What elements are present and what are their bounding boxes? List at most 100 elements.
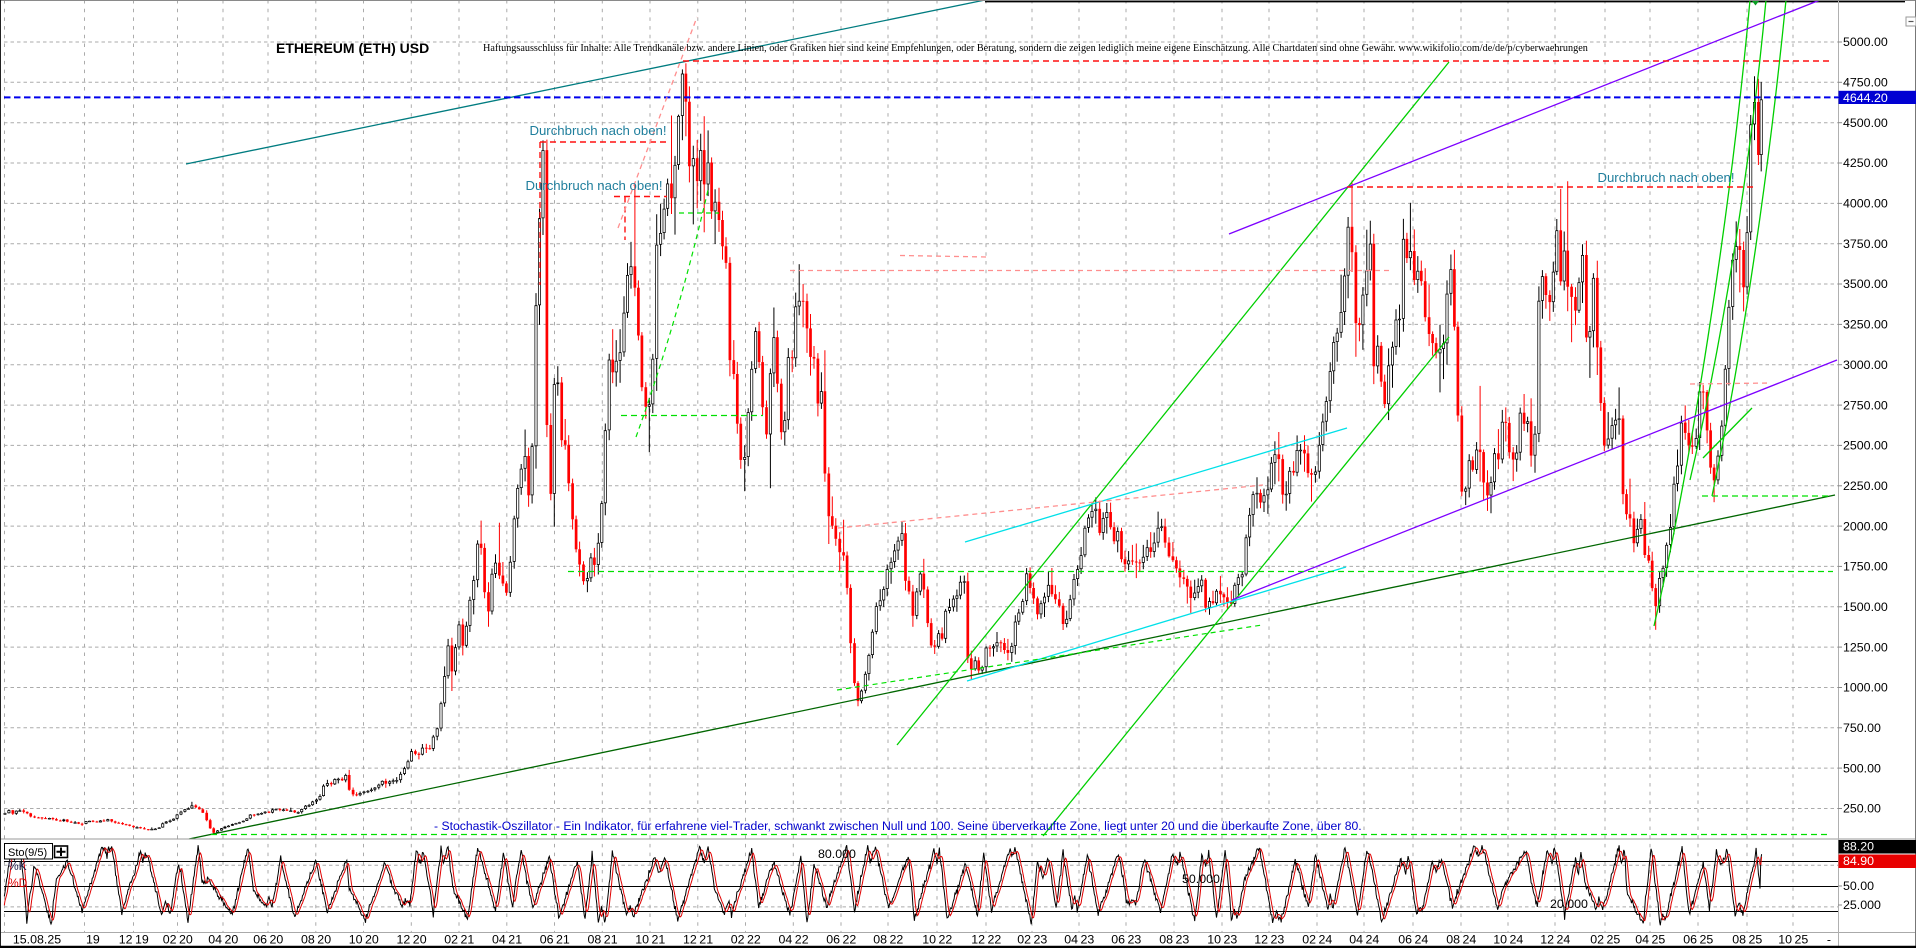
svg-text:20: 20 — [179, 933, 193, 947]
svg-text:10: 10 — [349, 933, 363, 947]
svg-text:%K: %K — [8, 859, 27, 873]
svg-text:Durchbruch nach oben!: Durchbruch nach oben! — [525, 178, 662, 193]
svg-text:3000.00: 3000.00 — [1843, 358, 1888, 372]
svg-text:06: 06 — [540, 933, 554, 947]
svg-text:4644.20: 4644.20 — [1843, 91, 1888, 105]
svg-text:10: 10 — [922, 933, 936, 947]
svg-text:23: 23 — [1128, 933, 1142, 947]
svg-text:4250.00: 4250.00 — [1843, 156, 1888, 170]
svg-text:2500.00: 2500.00 — [1843, 439, 1888, 453]
svg-text:12: 12 — [1254, 933, 1268, 947]
svg-text:23: 23 — [1034, 933, 1048, 947]
svg-text:25: 25 — [1607, 933, 1621, 947]
svg-text:23: 23 — [1176, 933, 1190, 947]
svg-text:1500.00: 1500.00 — [1843, 600, 1888, 614]
svg-text:23: 23 — [1081, 933, 1095, 947]
svg-text:02: 02 — [163, 933, 177, 947]
svg-text:24: 24 — [1557, 933, 1571, 947]
svg-text:10: 10 — [635, 933, 649, 947]
svg-text:20: 20 — [225, 933, 239, 947]
svg-text:02: 02 — [444, 933, 458, 947]
svg-text:21: 21 — [699, 933, 713, 947]
svg-text:06: 06 — [253, 933, 267, 947]
svg-text:25: 25 — [1652, 933, 1666, 947]
svg-text:3250.00: 3250.00 — [1843, 318, 1888, 332]
svg-text:22: 22 — [988, 933, 1002, 947]
svg-text:2250.00: 2250.00 — [1843, 479, 1888, 493]
svg-text:21: 21 — [556, 933, 570, 947]
svg-text:24: 24 — [1319, 933, 1333, 947]
svg-text:06: 06 — [1111, 933, 1125, 947]
svg-text:06: 06 — [1683, 933, 1697, 947]
svg-text:24: 24 — [1415, 933, 1429, 947]
svg-text:08: 08 — [1732, 933, 1746, 947]
svg-text:21: 21 — [652, 933, 666, 947]
svg-text:08: 08 — [1446, 933, 1460, 947]
svg-text:25.000: 25.000 — [1843, 898, 1881, 912]
svg-text:20.000: 20.000 — [1550, 897, 1588, 911]
svg-text:1750.00: 1750.00 — [1843, 560, 1888, 574]
svg-text:50.00: 50.00 — [1843, 879, 1874, 893]
svg-text:04: 04 — [1349, 933, 1363, 947]
svg-text:04: 04 — [208, 933, 222, 947]
svg-text:1250.00: 1250.00 — [1843, 640, 1888, 654]
svg-text:24: 24 — [1463, 933, 1477, 947]
svg-text:21: 21 — [508, 933, 522, 947]
svg-text:12: 12 — [971, 933, 985, 947]
svg-text:22: 22 — [747, 933, 761, 947]
svg-text:5000.00: 5000.00 — [1843, 35, 1888, 49]
svg-text:06: 06 — [826, 933, 840, 947]
svg-text:4500.00: 4500.00 — [1843, 116, 1888, 130]
svg-text:23: 23 — [1271, 933, 1285, 947]
svg-text:12: 12 — [119, 933, 133, 947]
svg-text:%D: %D — [8, 876, 28, 890]
svg-text:1000.00: 1000.00 — [1843, 681, 1888, 695]
svg-text:08: 08 — [301, 933, 315, 947]
svg-text:20: 20 — [365, 933, 379, 947]
svg-text:500.00: 500.00 — [1843, 761, 1881, 775]
svg-text:08: 08 — [588, 933, 602, 947]
svg-text:Haftungsausschluss für Inhalte: Haftungsausschluss für Inhalte: Alle Tre… — [483, 43, 1588, 54]
svg-text:04: 04 — [1064, 933, 1078, 947]
svg-text:25: 25 — [1795, 933, 1809, 947]
svg-text:4750.00: 4750.00 — [1843, 76, 1888, 90]
svg-text:21: 21 — [604, 933, 618, 947]
svg-text:20: 20 — [317, 933, 331, 947]
svg-text:22: 22 — [843, 933, 857, 947]
svg-text:06: 06 — [1398, 933, 1412, 947]
svg-text:Durchbruch nach oben!: Durchbruch nach oben! — [529, 123, 666, 138]
svg-text:24: 24 — [1366, 933, 1380, 947]
svg-text:25: 25 — [1749, 933, 1763, 947]
svg-text:2000.00: 2000.00 — [1843, 519, 1888, 533]
svg-text:2750.00: 2750.00 — [1843, 398, 1888, 412]
svg-text:Durchbruch nach oben!: Durchbruch nach oben! — [1597, 170, 1734, 185]
svg-text:02: 02 — [1590, 933, 1604, 947]
svg-text:04: 04 — [779, 933, 793, 947]
svg-text:23: 23 — [1224, 933, 1238, 947]
svg-text:Sto(9/5): Sto(9/5) — [8, 847, 47, 859]
svg-text:84.90: 84.90 — [1843, 854, 1874, 868]
svg-text:25: 25 — [1700, 933, 1714, 947]
svg-text:21: 21 — [461, 933, 475, 947]
svg-text:- Stochastik-Oszillator - Ein: - Stochastik-Oszillator - Ein Indikator,… — [434, 819, 1362, 833]
svg-text:08: 08 — [873, 933, 887, 947]
svg-text:750.00: 750.00 — [1843, 721, 1881, 735]
svg-text:02: 02 — [1302, 933, 1316, 947]
svg-text:02: 02 — [1017, 933, 1031, 947]
svg-text:08: 08 — [1159, 933, 1173, 947]
svg-text:04: 04 — [1635, 933, 1649, 947]
svg-text:3750.00: 3750.00 — [1843, 237, 1888, 251]
svg-text:19: 19 — [86, 933, 100, 947]
svg-text:02: 02 — [731, 933, 745, 947]
svg-text:24: 24 — [1510, 933, 1524, 947]
svg-text:10: 10 — [1207, 933, 1221, 947]
svg-text:22: 22 — [890, 933, 904, 947]
svg-text:22: 22 — [795, 933, 809, 947]
svg-text:22: 22 — [939, 933, 953, 947]
svg-text:4000.00: 4000.00 — [1843, 197, 1888, 211]
svg-text:80.000: 80.000 — [818, 847, 856, 861]
svg-text:12: 12 — [1540, 933, 1554, 947]
svg-text:88.20: 88.20 — [1843, 840, 1874, 854]
svg-text:12: 12 — [397, 933, 411, 947]
svg-text:ETHEREUM (ETH) USD: ETHEREUM (ETH) USD — [276, 40, 429, 56]
